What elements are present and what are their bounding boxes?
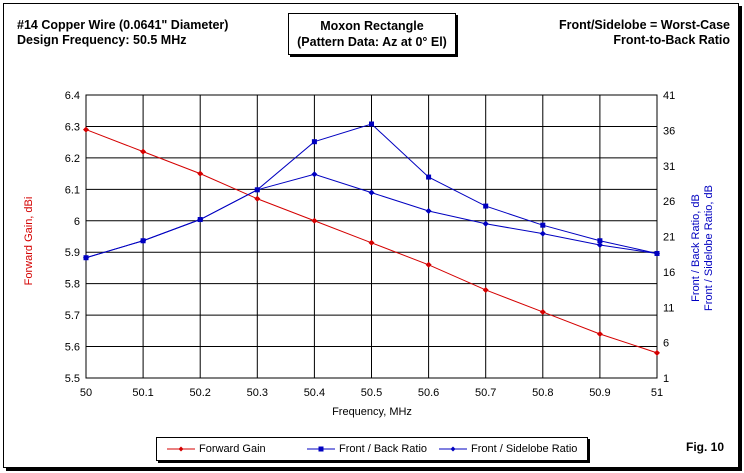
ratio-note: Front/Sidelobe = Worst-Case Front-to-Bac… xyxy=(559,18,730,48)
x-tick-label: 50 xyxy=(80,387,92,399)
point-forward-gain xyxy=(596,330,603,337)
series-group xyxy=(83,121,660,356)
y-left-tick-label: 5.5 xyxy=(65,373,80,385)
legend-label-front-back: Front / Back Ratio xyxy=(339,443,428,455)
ratio-note-line1: Front/Sidelobe = Worst-Case xyxy=(559,18,730,32)
legend-label-forward-gain: Forward Gain xyxy=(199,443,266,455)
point-front-back-ratio xyxy=(540,222,546,228)
design-frequency-line: Design Frequency: 50.5 MHz xyxy=(17,33,187,47)
legend-swatch-front-back xyxy=(307,446,335,452)
point-front-back-ratio xyxy=(311,139,317,145)
point-forward-gain xyxy=(83,126,89,133)
point-front-sidelobe-ratio xyxy=(482,220,489,227)
y-right-tick-label: 1 xyxy=(663,373,669,385)
point-forward-gain xyxy=(140,148,147,155)
y-right-tick-label: 26 xyxy=(663,196,675,208)
point-front-sidelobe-ratio xyxy=(425,208,432,215)
gridlines xyxy=(85,94,658,379)
point-front-sidelobe-ratio xyxy=(654,250,660,257)
point-front-back-ratio xyxy=(597,238,603,244)
point-front-sidelobe-ratio xyxy=(254,186,261,193)
point-forward-gain xyxy=(482,286,489,293)
y-right-tick-label: 6 xyxy=(663,338,669,350)
point-front-back-ratio xyxy=(369,121,374,127)
y-left-tick-label: 5.9 xyxy=(65,247,80,259)
chart-subtitle: (Pattern Data: Az at 0° El) xyxy=(297,35,447,49)
point-forward-gain xyxy=(425,261,432,268)
x-tick-label: 50.8 xyxy=(532,387,553,399)
wire-spec-text: #14 Copper Wire (0.0641" Diameter) Desig… xyxy=(17,18,228,48)
y-right-tick-label: 31 xyxy=(663,161,675,173)
y-left-tick-label: 5.7 xyxy=(65,310,80,322)
wire-spec-line1: #14 Copper Wire (0.0641" Diameter) xyxy=(17,18,229,32)
x-tick-label: 50.9 xyxy=(589,387,610,399)
y-left-tick-label: 5.8 xyxy=(65,279,80,291)
point-front-back-ratio xyxy=(426,174,432,180)
y-left-tick-label: 5.6 xyxy=(65,342,80,354)
y-left-tick-labels: 5.5 5.6 5.7 5.8 5.9 6 6.1 6.2 6.3 6.4 xyxy=(65,90,80,385)
x-tick-label: 50.4 xyxy=(304,387,325,399)
ratio-note-line2: Front-to-Back Ratio xyxy=(613,33,730,47)
legend-swatch-forward-gain xyxy=(167,446,195,452)
point-front-sidelobe-ratio xyxy=(83,254,89,261)
point-front-sidelobe-ratio xyxy=(311,171,318,178)
point-front-sidelobe-ratio xyxy=(197,216,204,223)
point-front-sidelobe-ratio xyxy=(368,189,375,196)
chart-title-box: Moxon Rectangle (Pattern Data: Az at 0° … xyxy=(288,13,456,55)
x-tick-label: 50.6 xyxy=(418,387,439,399)
x-tick-label: 50.5 xyxy=(361,387,382,399)
y-left-tick-label: 6.2 xyxy=(65,153,80,165)
x-tick-labels: 50 50.1 50.2 50.3 50.4 50.5 50.6 50.7 50.8 50.9 51 xyxy=(80,387,663,399)
point-forward-gain xyxy=(539,308,546,315)
point-forward-gain xyxy=(254,195,261,202)
x-tick-label: 50.2 xyxy=(189,387,210,399)
point-forward-gain xyxy=(197,170,204,177)
legend-label-front-sidelobe: Front / Sidelobe Ratio xyxy=(471,443,578,455)
point-forward-gain xyxy=(654,349,660,356)
y-right-tick-label: 16 xyxy=(663,267,675,279)
x-tick-label: 50.3 xyxy=(247,387,268,399)
y-right-tick-label: 41 xyxy=(663,90,675,102)
x-axis-label: Frequency, MHz xyxy=(332,406,412,418)
point-forward-gain xyxy=(311,217,318,224)
chart-title: Moxon Rectangle xyxy=(320,19,424,33)
point-front-sidelobe-ratio xyxy=(596,241,603,248)
y-left-tick-label: 6.4 xyxy=(65,90,80,102)
y-right-tick-label: 11 xyxy=(663,302,674,314)
x-tick-label: 50.7 xyxy=(475,387,496,399)
point-front-sidelobe-ratio xyxy=(539,230,546,237)
legend: Forward Gain Front / Back Ratio Front / … xyxy=(156,437,588,461)
y-right-tick-label: 21 xyxy=(663,232,675,244)
x-tick-label: 51 xyxy=(651,387,663,399)
y-left-tick-label: 6.1 xyxy=(65,184,80,196)
point-front-back-ratio xyxy=(483,203,489,209)
y-left-tick-label: 6.3 xyxy=(65,121,80,133)
y-right-tick-label: 36 xyxy=(663,125,675,137)
x-tick-label: 50.1 xyxy=(132,387,153,399)
point-front-sidelobe-ratio xyxy=(140,237,147,244)
legend-swatch-front-sidelobe xyxy=(439,446,467,452)
figure-label: Fig. 10 xyxy=(685,440,724,454)
point-forward-gain xyxy=(368,239,375,246)
y-left-tick-label: 6 xyxy=(74,216,80,228)
